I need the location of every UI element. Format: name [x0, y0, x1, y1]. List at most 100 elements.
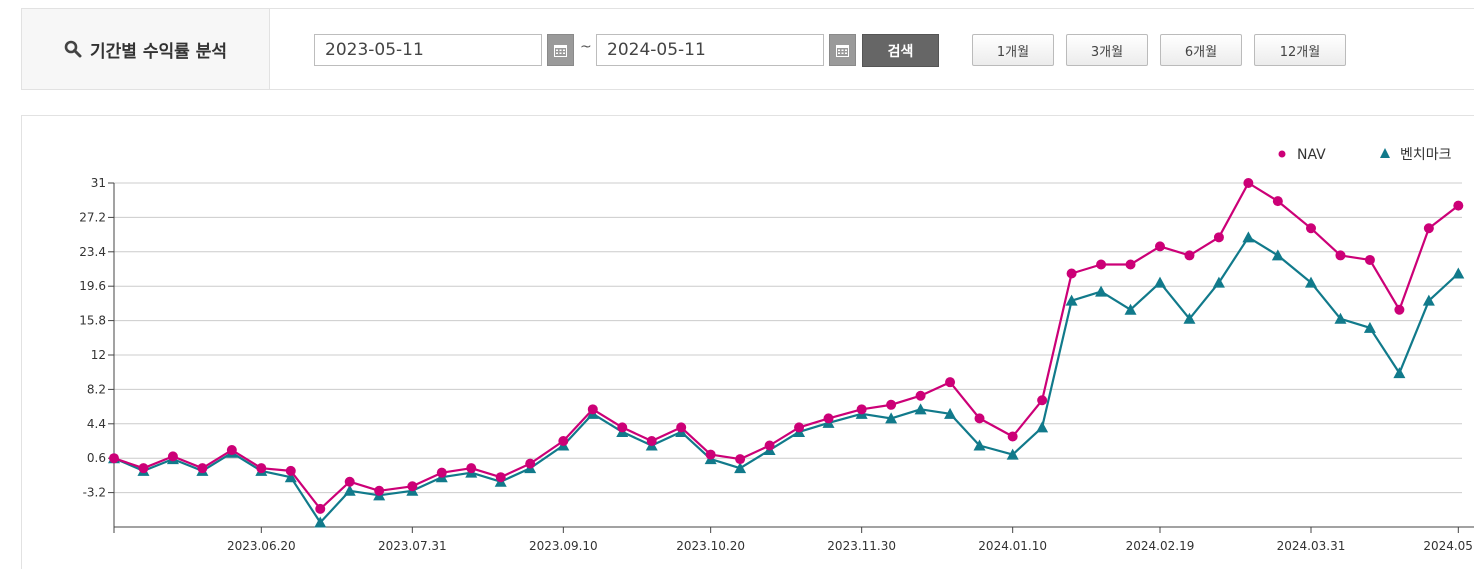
benchmark-point [1304, 276, 1317, 288]
y-tick-label: 8.2 [87, 382, 106, 396]
nav-point [495, 472, 506, 483]
x-tick-label: 2024.03.31 [1277, 539, 1346, 553]
nav-point [1394, 304, 1405, 315]
benchmark-point [1452, 267, 1465, 279]
nav-point [856, 404, 867, 415]
y-tick-label: 15.8 [79, 314, 106, 328]
return-chart: 31 27.2 23.4 19.6 15.8 12 8.2 4.4 0.6 -3.2 2023.06… [79, 147, 1474, 553]
nav-point [764, 440, 775, 451]
benchmark-point [1271, 249, 1284, 261]
search-icon [64, 40, 82, 58]
period-1m-button[interactable]: 1개월 [972, 34, 1054, 66]
legend-nav-marker [1278, 150, 1286, 158]
series-line-nav [113, 181, 1459, 510]
benchmark-point [914, 403, 927, 415]
date-separator: ~ [580, 39, 592, 55]
nav-point [705, 449, 716, 460]
start-calendar-button[interactable] [547, 34, 574, 66]
x-tick-label: 2023.11.30 [827, 539, 896, 553]
benchmark-point [1065, 294, 1078, 306]
benchmark-point [1006, 448, 1019, 460]
benchmark-point [1183, 312, 1196, 324]
y-tick-label: 0.6 [87, 451, 106, 465]
nav-point [735, 454, 746, 465]
y-tick-label: 19.6 [79, 279, 106, 293]
end-date-input[interactable] [596, 34, 824, 66]
calendar-icon [554, 44, 567, 57]
benchmark-point [944, 407, 957, 419]
search-button[interactable]: 검색 [862, 34, 939, 67]
nav-point [285, 465, 296, 476]
nav-point [1305, 223, 1316, 234]
nav-point [1154, 241, 1165, 252]
y-tick-label: 23.4 [79, 245, 106, 259]
nav-point [1184, 250, 1195, 261]
benchmark-point [314, 516, 327, 528]
nav-point [617, 422, 628, 433]
nav-point [256, 463, 267, 474]
x-tick-label: 2023.09.10 [529, 539, 598, 553]
nav-point [436, 467, 447, 478]
nav-point [823, 413, 834, 424]
nav-point [915, 390, 926, 401]
benchmark-point [284, 471, 297, 483]
x-tick-label: 2024.02.19 [1126, 539, 1195, 553]
nav-point [344, 476, 355, 487]
nav-point [197, 463, 208, 474]
start-date-input[interactable] [314, 34, 542, 66]
y-tick-label: 4.4 [87, 417, 106, 431]
nav-point [315, 503, 326, 514]
benchmark-point [1242, 231, 1255, 243]
nav-point [974, 413, 985, 424]
legend-benchmark-label: 벤치마크 [1400, 147, 1452, 163]
period-6m-button[interactable]: 6개월 [1160, 34, 1242, 66]
period-12m-button[interactable]: 12개월 [1254, 34, 1346, 66]
end-calendar-button[interactable] [829, 34, 856, 66]
nav-point [1125, 259, 1136, 270]
nav-point [1037, 395, 1048, 406]
nav-point [1335, 250, 1346, 261]
nav-point [525, 458, 536, 469]
y-tick-label: -3.2 [83, 486, 106, 500]
y-tick-label: 31 [91, 176, 106, 190]
nav-point [466, 463, 477, 474]
nav-point [587, 404, 598, 415]
nav-point [1007, 431, 1018, 442]
benchmark-point [1422, 294, 1435, 306]
nav-point [1272, 196, 1283, 207]
nav-point [407, 481, 418, 492]
benchmark-point [1212, 276, 1225, 288]
legend-benchmark-marker [1380, 148, 1390, 158]
nav-point [1096, 259, 1107, 270]
nav-point [138, 463, 149, 474]
nav-point [886, 399, 897, 410]
nav-point [676, 422, 687, 433]
legend-nav-label: NAV [1297, 147, 1326, 163]
nav-point [1066, 268, 1077, 279]
nav-point [109, 453, 119, 464]
nav-point [1213, 232, 1224, 243]
chart-panel: 31 27.2 23.4 19.6 15.8 12 8.2 4.4 0.6 -3.2 2023.06… [21, 115, 1474, 569]
calendar-icon [836, 44, 849, 57]
benchmark-point [1393, 367, 1406, 379]
nav-point [167, 451, 178, 462]
benchmark-point [1363, 321, 1376, 333]
x-tick-label: 2024.01.10 [978, 539, 1047, 553]
nav-point [1423, 223, 1434, 234]
benchmark-point [1334, 312, 1347, 324]
search-toolbar: 기간별 수익률 분석 ~ 검색 1개월 3개월 6개월 12개월 [21, 8, 1474, 90]
benchmark-point [1036, 421, 1049, 433]
benchmark-point [343, 484, 356, 496]
nav-point [945, 377, 956, 388]
period-3m-button[interactable]: 3개월 [1066, 34, 1148, 66]
benchmark-point [1153, 276, 1166, 288]
nav-point [1364, 254, 1375, 265]
y-tick-label: 27.2 [79, 210, 106, 224]
y-tick-label: 12 [91, 348, 106, 362]
nav-point [646, 436, 657, 446]
nav-point [1243, 178, 1254, 188]
benchmark-point [1124, 303, 1137, 315]
x-tick-label: 2024.05 [1423, 539, 1473, 553]
page-title-text: 기간별 수익률 분석 [90, 41, 227, 62]
nav-point [794, 422, 805, 433]
